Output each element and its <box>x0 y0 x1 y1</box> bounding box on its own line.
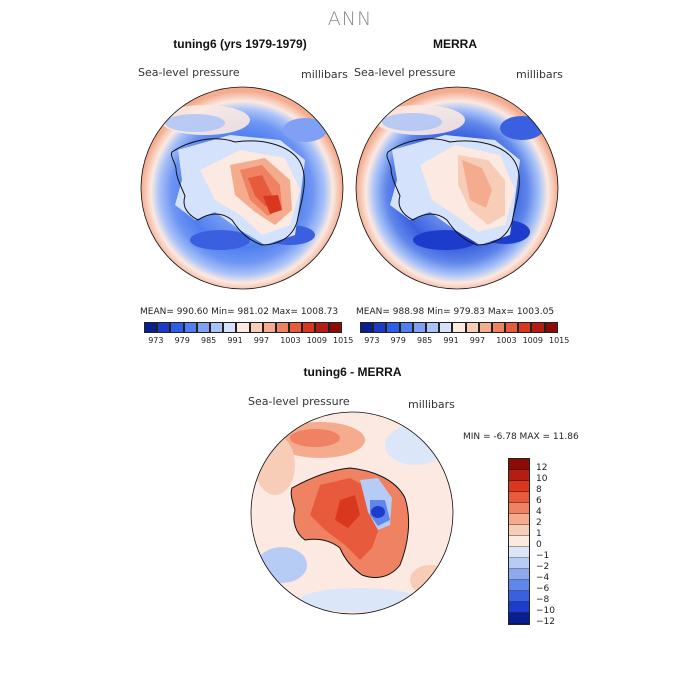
diff-panel-units: millibars <box>408 398 455 411</box>
colorbar-swatch <box>144 322 158 333</box>
colorbar-diff-swatch <box>509 602 529 613</box>
colorbar-obs <box>360 322 558 333</box>
colorbar-diff-tick-label: −1 <box>536 551 550 561</box>
colorbar-tick-label: 1015 <box>549 336 570 345</box>
colorbar-diff-swatch <box>509 591 529 602</box>
colorbar-diff-swatch <box>509 558 529 569</box>
colorbar-tick-label: 991 <box>227 336 243 345</box>
colorbar-diff-swatch <box>509 580 529 591</box>
colorbar-model <box>144 322 342 333</box>
colorbar-swatch <box>544 322 558 333</box>
colorbar-tick-label: 997 <box>469 336 486 345</box>
colorbar-swatch <box>289 322 303 333</box>
colorbar-swatch <box>262 322 276 333</box>
colorbar-swatch <box>360 322 374 333</box>
colorbar-diff-tick-label: 0 <box>536 540 542 550</box>
colorbar-diff-swatch <box>509 569 529 580</box>
panel-title-obs: MERRA <box>433 37 477 51</box>
colorbar-diff-swatch <box>509 525 529 536</box>
colorbar-swatch <box>249 322 263 333</box>
colorbar-diff-tick-label: 10 <box>536 474 548 484</box>
colorbar-swatch <box>209 322 224 333</box>
colorbar-swatch <box>302 322 316 333</box>
colorbar-diff-swatch <box>509 536 529 547</box>
colorbar-swatch <box>386 322 400 333</box>
map-obs-field <box>356 87 558 289</box>
colorbar-tick-label: 985 <box>417 336 433 345</box>
panel-title-model: tuning6 (yrs 1979-1979) <box>173 37 307 51</box>
colorbar-diff-tick-label: 1 <box>536 529 542 539</box>
colorbar-diff-tick-label: 2 <box>536 518 542 528</box>
colorbar-swatch <box>236 322 250 333</box>
colorbar-diff-tick-label: −6 <box>536 584 550 594</box>
colorbar-diff-swatch <box>509 459 529 470</box>
panel-units-model: millibars <box>301 68 348 81</box>
stats-obs: MEAN= 988.98 Min= 979.83 Max= 1003.05 <box>356 307 555 317</box>
colorbar-swatch <box>491 322 506 333</box>
diff-panel-variable: Sea-level pressure <box>248 395 350 408</box>
panel-variable-obs: Sea-level pressure <box>354 66 456 79</box>
colorbar-tick-label: 979 <box>390 336 406 345</box>
colorbar-tick-label: 973 <box>364 336 380 345</box>
colorbar-tick-label: 979 <box>174 336 190 345</box>
colorbar-diff-tick-label: 4 <box>536 507 542 517</box>
colorbar-tick-label: 1003 <box>280 336 301 345</box>
colorbar-diff-tick-label: −2 <box>536 562 550 572</box>
colorbar-diff <box>508 458 530 625</box>
season-title: ANN <box>327 8 373 30</box>
colorbar-tick-label: 973 <box>148 336 164 345</box>
colorbar-swatch <box>452 322 466 333</box>
colorbar-swatch <box>315 322 329 333</box>
colorbar-diff-swatch <box>509 613 529 624</box>
colorbar-swatch <box>328 322 342 333</box>
colorbar-swatch <box>170 322 184 333</box>
colorbar-diff-tick-label: −12 <box>536 617 555 627</box>
panel-units-obs: millibars <box>516 68 563 81</box>
colorbar-diff-tick-label: −4 <box>536 573 550 583</box>
diff-panel-stats: MIN = -6.78 MAX = 11.86 <box>463 432 579 442</box>
colorbar-swatch <box>223 322 237 333</box>
colorbar-swatch <box>275 322 290 333</box>
colorbar-swatch <box>505 322 519 333</box>
colorbar-diff-swatch <box>509 547 529 558</box>
colorbar-swatch <box>183 322 197 333</box>
stats-model: MEAN= 990.60 Min= 981.02 Max= 1008.73 <box>140 307 339 317</box>
map-model-field <box>141 87 343 289</box>
colorbar-swatch <box>425 322 440 333</box>
colorbar-swatch <box>399 322 413 333</box>
colorbar-tick-label: 1003 <box>496 336 517 345</box>
colorbar-tick-label: 997 <box>253 336 270 345</box>
colorbar-diff-swatch <box>509 492 529 503</box>
colorbar-tick-label: 985 <box>201 336 217 345</box>
colorbar-tick-label: 1009 <box>306 336 327 345</box>
colorbar-swatch <box>373 322 387 333</box>
colorbar-swatch <box>196 322 210 333</box>
colorbar-swatch <box>531 322 545 333</box>
colorbar-swatch <box>412 322 426 333</box>
colorbar-tick-label: 991 <box>443 336 459 345</box>
colorbar-diff-swatch <box>509 481 529 492</box>
panel-variable-model: Sea-level pressure <box>138 66 240 79</box>
colorbar-diff-swatch <box>509 470 529 481</box>
colorbar-diff-tick-label: 6 <box>536 496 542 506</box>
colorbar-diff-tick-label: −8 <box>536 595 550 605</box>
colorbar-swatch <box>518 322 532 333</box>
colorbar-swatch <box>157 322 171 333</box>
colorbar-diff-swatch <box>509 503 529 514</box>
map-diff-field <box>251 412 453 614</box>
colorbar-diff-tick-label: 8 <box>536 485 542 495</box>
colorbar-swatch <box>478 322 492 333</box>
colorbar-diff-tick-label: 12 <box>536 463 548 473</box>
colorbar-swatch <box>465 322 479 333</box>
colorbar-tick-label: 1015 <box>333 336 354 345</box>
colorbar-tick-label: 1009 <box>522 336 543 345</box>
diff-panel-title: tuning6 - MERRA <box>303 365 402 379</box>
colorbar-diff-tick-label: −10 <box>536 606 555 616</box>
colorbar-swatch <box>439 322 453 333</box>
colorbar-diff-swatch <box>509 514 529 525</box>
